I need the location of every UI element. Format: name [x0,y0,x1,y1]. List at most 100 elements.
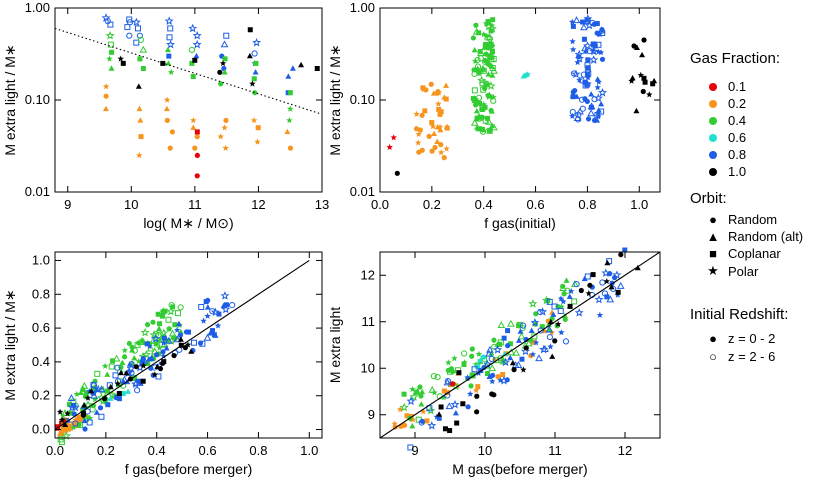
legend-redshift-label: z = 2 - 6 [728,349,776,364]
data-point [584,17,591,23]
data-point [160,349,166,355]
data-point [102,83,110,90]
data-point [221,69,228,75]
data-point [112,372,119,379]
data-point [151,333,161,343]
data-point [572,16,581,24]
data-point [489,49,495,55]
data-point [570,94,576,100]
data-point [212,332,219,338]
data-point [512,348,521,356]
legend-gas-label: 0.1 [728,79,747,94]
data-point [62,421,69,428]
data-point [557,295,565,302]
x-tick-label: 10 [478,443,492,458]
data-point [485,371,491,377]
data-point [472,387,480,394]
legend-gas-title: Gas Fraction: [690,50,781,67]
data-point [194,129,200,135]
data-point [216,311,222,317]
data-point [525,339,533,347]
data-point [524,71,531,78]
color-dot-icon [709,117,717,125]
data-point [107,41,114,48]
fit-line [54,27,323,115]
data-point [528,299,538,308]
data-point [509,359,516,366]
data-point [584,74,592,81]
data-point [603,278,610,285]
data-point [473,102,479,108]
data-point [164,46,171,53]
data-point [484,34,491,41]
data-point [426,405,436,415]
data-point [409,392,419,401]
data-point [571,298,578,305]
data-point [569,112,576,119]
data-point [71,411,77,417]
data-point [582,79,592,88]
data-point [177,328,184,335]
data-point [550,311,557,317]
data-point [595,78,602,85]
data-point [507,354,514,361]
data-point [585,57,591,63]
data-point [168,68,175,76]
y-axis-label: M extra light [327,307,343,383]
data-point [590,272,596,278]
data-point [150,319,156,325]
data-point [66,401,72,407]
data-point [133,387,141,394]
data-point [584,20,594,30]
data-point [493,345,503,354]
data-point [481,364,487,371]
data-point [488,63,495,69]
data-point [124,24,131,31]
data-point [574,49,584,59]
data-point [532,339,540,346]
data-point [194,173,200,179]
data-point [488,364,497,372]
data-point [108,363,115,370]
data-point [444,378,451,385]
x-axis-label: M gas(before merger) [452,461,587,477]
data-point [164,117,170,124]
data-point [137,36,144,44]
data-point [422,108,428,114]
data-point [491,337,497,343]
data-point [167,145,173,151]
data-point [71,402,77,408]
legend-redshift-item: ○ z = 2 - 6 [706,349,775,364]
plot-frame [54,7,323,193]
data-point [105,402,111,408]
data-point [140,378,146,384]
data-point [488,108,495,114]
data-point [637,71,645,78]
data-point [447,428,453,434]
data-point [475,364,481,370]
data-point [203,299,209,305]
data-point [539,344,549,354]
data-point [471,47,478,53]
data-point [641,75,647,81]
figure-canvas: 9 10 11 12 13 0.01 0.10 1.00 log( M∗ / M⊙) M extr… [2,0,661,477]
data-point [537,308,544,316]
data-point [107,395,114,401]
y-tick-label: 0.01 [350,184,375,199]
data-point [535,354,543,362]
legend-gas-item: 0.2 [706,96,746,111]
data-point [618,252,624,258]
data-point [67,394,76,401]
data-point [247,27,253,33]
x-tick-label: 1.0 [300,443,318,458]
color-dot-icon [709,83,717,91]
data-point [140,65,146,71]
data-point [429,148,435,154]
data-point [144,341,150,347]
data-point [480,86,487,93]
data-point [432,144,438,151]
data-point [608,284,615,290]
data-point [58,416,66,423]
data-point [558,329,565,336]
data-point [151,371,159,378]
